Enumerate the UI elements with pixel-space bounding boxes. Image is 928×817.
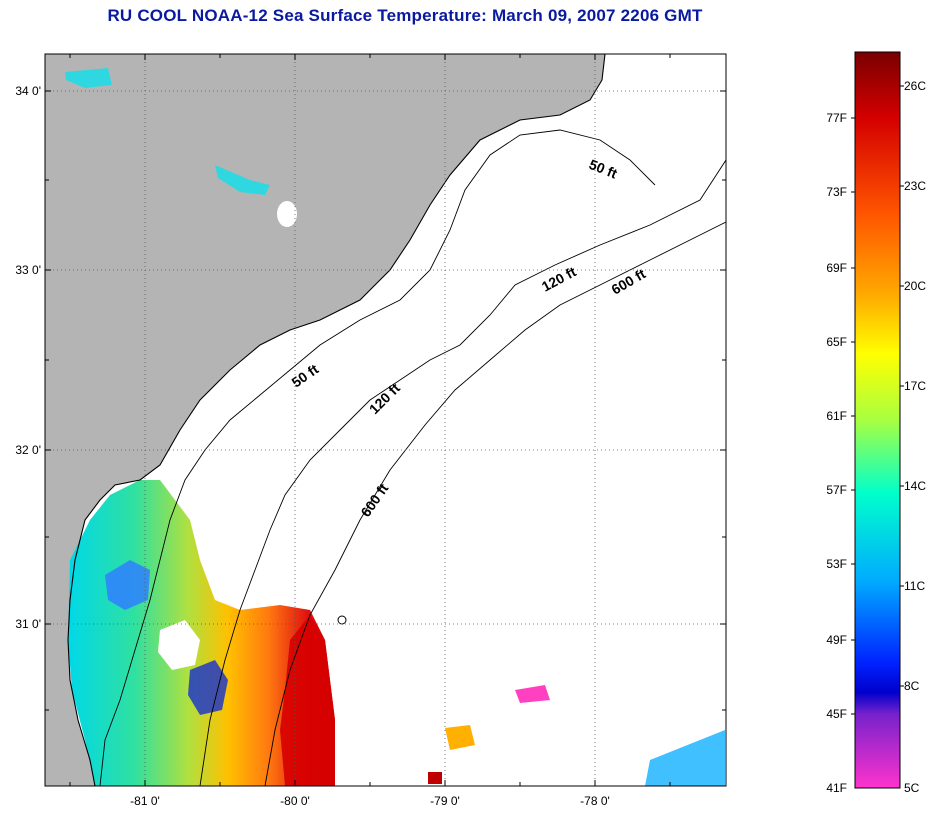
colorbar-c-23: 23C — [904, 179, 926, 193]
colorbar-f-77: 77F — [826, 111, 847, 125]
colorbar-f-53: 53F — [826, 557, 847, 571]
sst-offshore-scatter-4 — [428, 772, 442, 784]
sst-offshore-scatter-3 — [645, 730, 725, 786]
colorbar-f-49: 49F — [826, 633, 847, 647]
map-panel: 50 ft 50 ft 120 ft 120 ft 600 ft 600 ft — [45, 54, 726, 786]
colorbar-c-14: 14C — [904, 479, 926, 493]
lon-label-78: -78 0' — [580, 794, 610, 808]
lat-label-34: 34 0' — [15, 84, 41, 98]
lon-label-80: -80 0' — [280, 794, 310, 808]
isobath-600ft — [264, 221, 726, 786]
colorbar-c-11: 11C — [904, 579, 925, 593]
colorbar-ticks — [851, 85, 904, 715]
colorbar-c-20: 20C — [904, 279, 926, 293]
lat-label-33: 33 0' — [15, 263, 41, 277]
lat-label-31: 31 0' — [15, 617, 41, 631]
sst-cold-patch-2 — [188, 660, 228, 715]
colorbar-c-8: 8C — [904, 679, 920, 693]
sst-warm-water-area — [68, 480, 335, 786]
sst-inland-patch-north — [65, 68, 112, 88]
colorbar-f-69: 69F — [826, 261, 847, 275]
lat-label-32: 32 0' — [15, 443, 41, 457]
colorbar-c-26: 26C — [904, 79, 926, 93]
sst-inland-patch-mid — [215, 165, 270, 195]
map-title: RU COOL NOAA-12 Sea Surface Temperature:… — [107, 6, 703, 25]
colorbar-gradient — [854, 51, 901, 789]
sst-cloud-gap — [158, 620, 200, 670]
colorbar-f-41: 41F — [826, 781, 847, 795]
colorbar-c-17: 17C — [904, 379, 926, 393]
colorbar-c-5: 5C — [904, 781, 920, 795]
lon-label-81: -81 0' — [130, 794, 160, 808]
land-mass — [45, 54, 605, 786]
sst-cold-patch-1 — [105, 560, 150, 610]
isobath-120ft — [199, 159, 726, 786]
colorbar-f-61: 61F — [826, 409, 847, 423]
sst-offshore-scatter-1 — [445, 725, 475, 750]
lon-label-79: -79 0' — [430, 794, 460, 808]
colorbar-f-45: 45F — [826, 707, 847, 721]
map-border — [44, 53, 727, 787]
colorbar: 77F 73F 69F 65F 61F 57F 53F 49F 45F 41F … — [826, 51, 926, 795]
sst-gulfstream-core — [280, 615, 335, 786]
colorbar-f-65: 65F — [826, 335, 847, 349]
sst-offshore-scatter-2 — [515, 685, 550, 703]
coastline — [67, 54, 606, 786]
colorbar-f-73: 73F — [826, 185, 847, 199]
cloud-patch-inland — [277, 201, 297, 227]
graticule — [45, 54, 726, 786]
axis-ticks — [45, 54, 726, 786]
colorbar-f-57: 57F — [826, 483, 847, 497]
isobath-50ft — [99, 129, 656, 786]
